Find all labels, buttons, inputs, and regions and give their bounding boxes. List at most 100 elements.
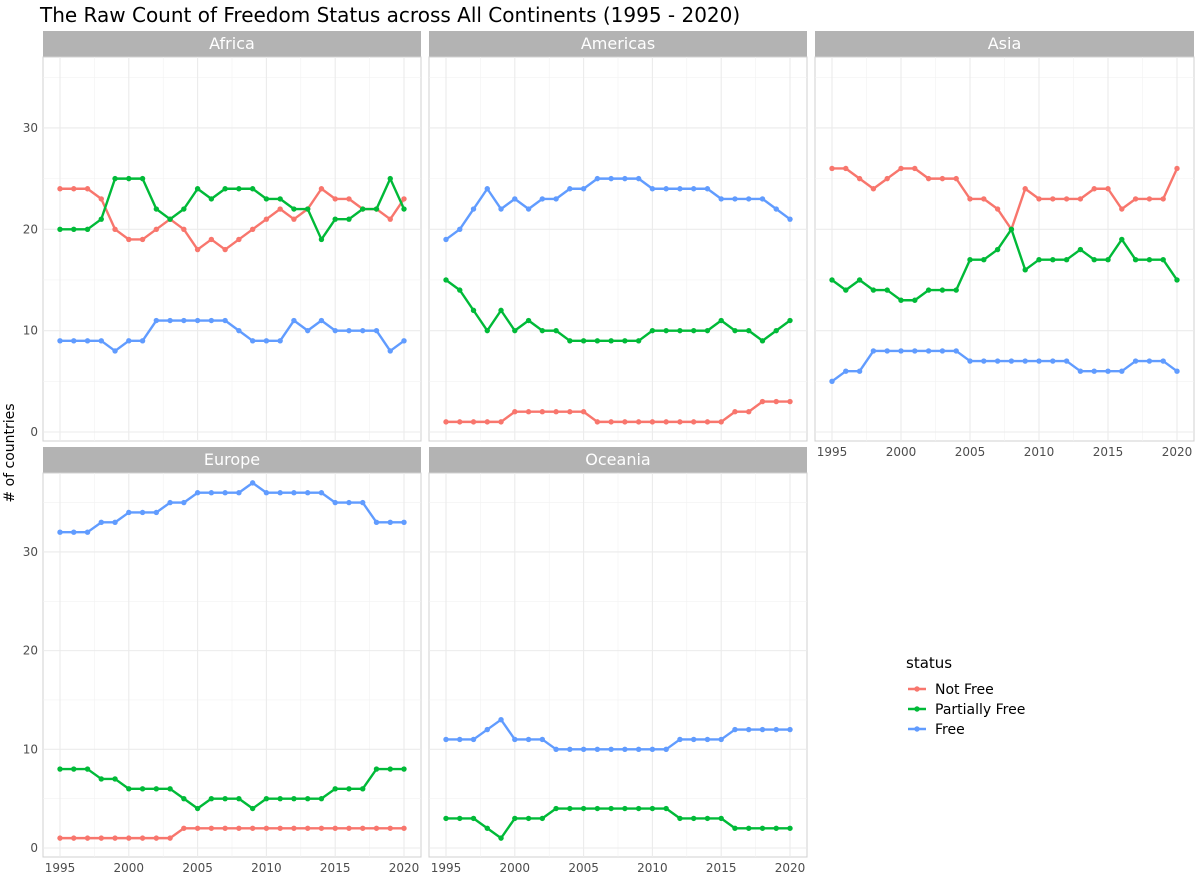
data-point-partially-free [718, 815, 724, 822]
data-point-not-free [773, 398, 779, 405]
data-point-partially-free [939, 287, 946, 293]
data-point-free [1050, 358, 1056, 364]
series-line-not-free [446, 400, 790, 424]
data-point-partially-free [704, 327, 711, 334]
data-point-not-free [332, 825, 338, 831]
data-point-free [553, 746, 559, 753]
x-tick-label: 2000 [500, 861, 531, 875]
x-tick-label: 2010 [637, 861, 668, 875]
data-point-free [953, 348, 959, 354]
data-point-partially-free [208, 795, 215, 802]
data-point-free [1174, 368, 1180, 374]
data-point-partially-free [608, 338, 614, 344]
data-point-not-free [580, 409, 587, 415]
data-point-free [981, 358, 987, 364]
data-point-not-free [126, 835, 132, 841]
data-point-free [346, 327, 352, 334]
data-point-not-free [539, 409, 546, 415]
data-point-not-free [112, 835, 118, 841]
data-point-not-free [208, 825, 215, 831]
data-point-free [1008, 358, 1015, 364]
x-tick-label: 1995 [431, 861, 462, 875]
data-point-free [470, 736, 477, 743]
data-point-partially-free [98, 776, 104, 782]
data-point-not-free [112, 226, 118, 232]
data-point-free [746, 196, 752, 202]
y-tick-label: 30 [23, 545, 38, 559]
data-point-free [1146, 358, 1153, 364]
data-point-free [360, 499, 366, 506]
data-point-not-free [1160, 196, 1166, 202]
series-not-free-europe [57, 825, 407, 841]
data-point-not-free [236, 825, 242, 831]
data-point-not-free [153, 226, 160, 232]
data-point-free [622, 746, 628, 753]
data-point-free [1105, 368, 1111, 374]
data-point-free [401, 519, 407, 526]
data-point-partially-free [677, 327, 683, 334]
data-point-not-free [318, 186, 325, 192]
data-point-free [843, 368, 849, 374]
data-point-not-free [567, 409, 573, 415]
data-point-not-free [360, 825, 366, 831]
data-point-free [608, 746, 614, 753]
y-axis-title: # of countries [2, 403, 18, 502]
legend-title: status [906, 654, 952, 672]
data-point-free [236, 327, 242, 334]
series-partially-free-americas [443, 277, 793, 344]
data-point-free [594, 175, 601, 182]
data-point-free [153, 509, 160, 516]
data-point-partially-free [360, 786, 366, 792]
data-point-partially-free [1119, 236, 1125, 243]
data-point-partially-free [318, 236, 325, 243]
data-point-free [1022, 358, 1028, 364]
data-point-free [718, 196, 724, 202]
series-free-asia [829, 348, 1180, 385]
data-point-partially-free [580, 805, 587, 812]
data-point-partially-free [635, 338, 642, 344]
data-point-partially-free [773, 825, 779, 831]
data-point-partially-free [194, 805, 201, 812]
data-point-not-free [457, 419, 463, 425]
data-point-not-free [829, 165, 835, 172]
data-point-not-free [1091, 186, 1097, 192]
x-tick-label: 1995 [45, 861, 76, 875]
data-point-not-free [181, 825, 187, 831]
data-point-not-free [401, 825, 407, 831]
data-point-not-free [249, 825, 256, 831]
data-point-free [484, 726, 490, 733]
data-point-partially-free [98, 216, 104, 222]
y-tick-label: 0 [30, 841, 38, 855]
data-point-not-free [856, 175, 863, 182]
data-point-partially-free [263, 196, 270, 202]
data-point-free [387, 348, 393, 354]
data-point-free [1119, 368, 1125, 374]
data-point-partially-free [470, 815, 477, 822]
data-point-not-free [1119, 206, 1125, 212]
data-point-not-free [222, 825, 228, 831]
data-point-not-free [346, 825, 352, 831]
data-point-not-free [98, 835, 104, 841]
data-point-partially-free [787, 825, 793, 831]
data-point-free [112, 519, 118, 526]
data-point-not-free [98, 196, 104, 202]
data-point-free [139, 338, 146, 344]
data-point-free [84, 338, 91, 344]
data-point-partially-free [1022, 267, 1028, 273]
data-point-partially-free [912, 297, 918, 303]
series-partially-free-asia [829, 226, 1180, 303]
data-point-partially-free [1036, 257, 1042, 263]
data-point-free [263, 338, 270, 344]
data-point-partially-free [608, 805, 614, 812]
x-tick-label: 2010 [1024, 445, 1055, 459]
x-tick-label: 2020 [1162, 445, 1193, 459]
data-point-free [718, 736, 724, 743]
data-point-partially-free [57, 226, 63, 232]
series-not-free-africa [57, 186, 407, 253]
data-point-partially-free [773, 327, 779, 334]
legend: status Not Free Partially Free Free [906, 654, 1025, 738]
gridlines-europe [43, 473, 421, 857]
data-point-partially-free [635, 805, 642, 812]
data-point-free [912, 348, 918, 354]
data-point-partially-free [925, 287, 932, 293]
